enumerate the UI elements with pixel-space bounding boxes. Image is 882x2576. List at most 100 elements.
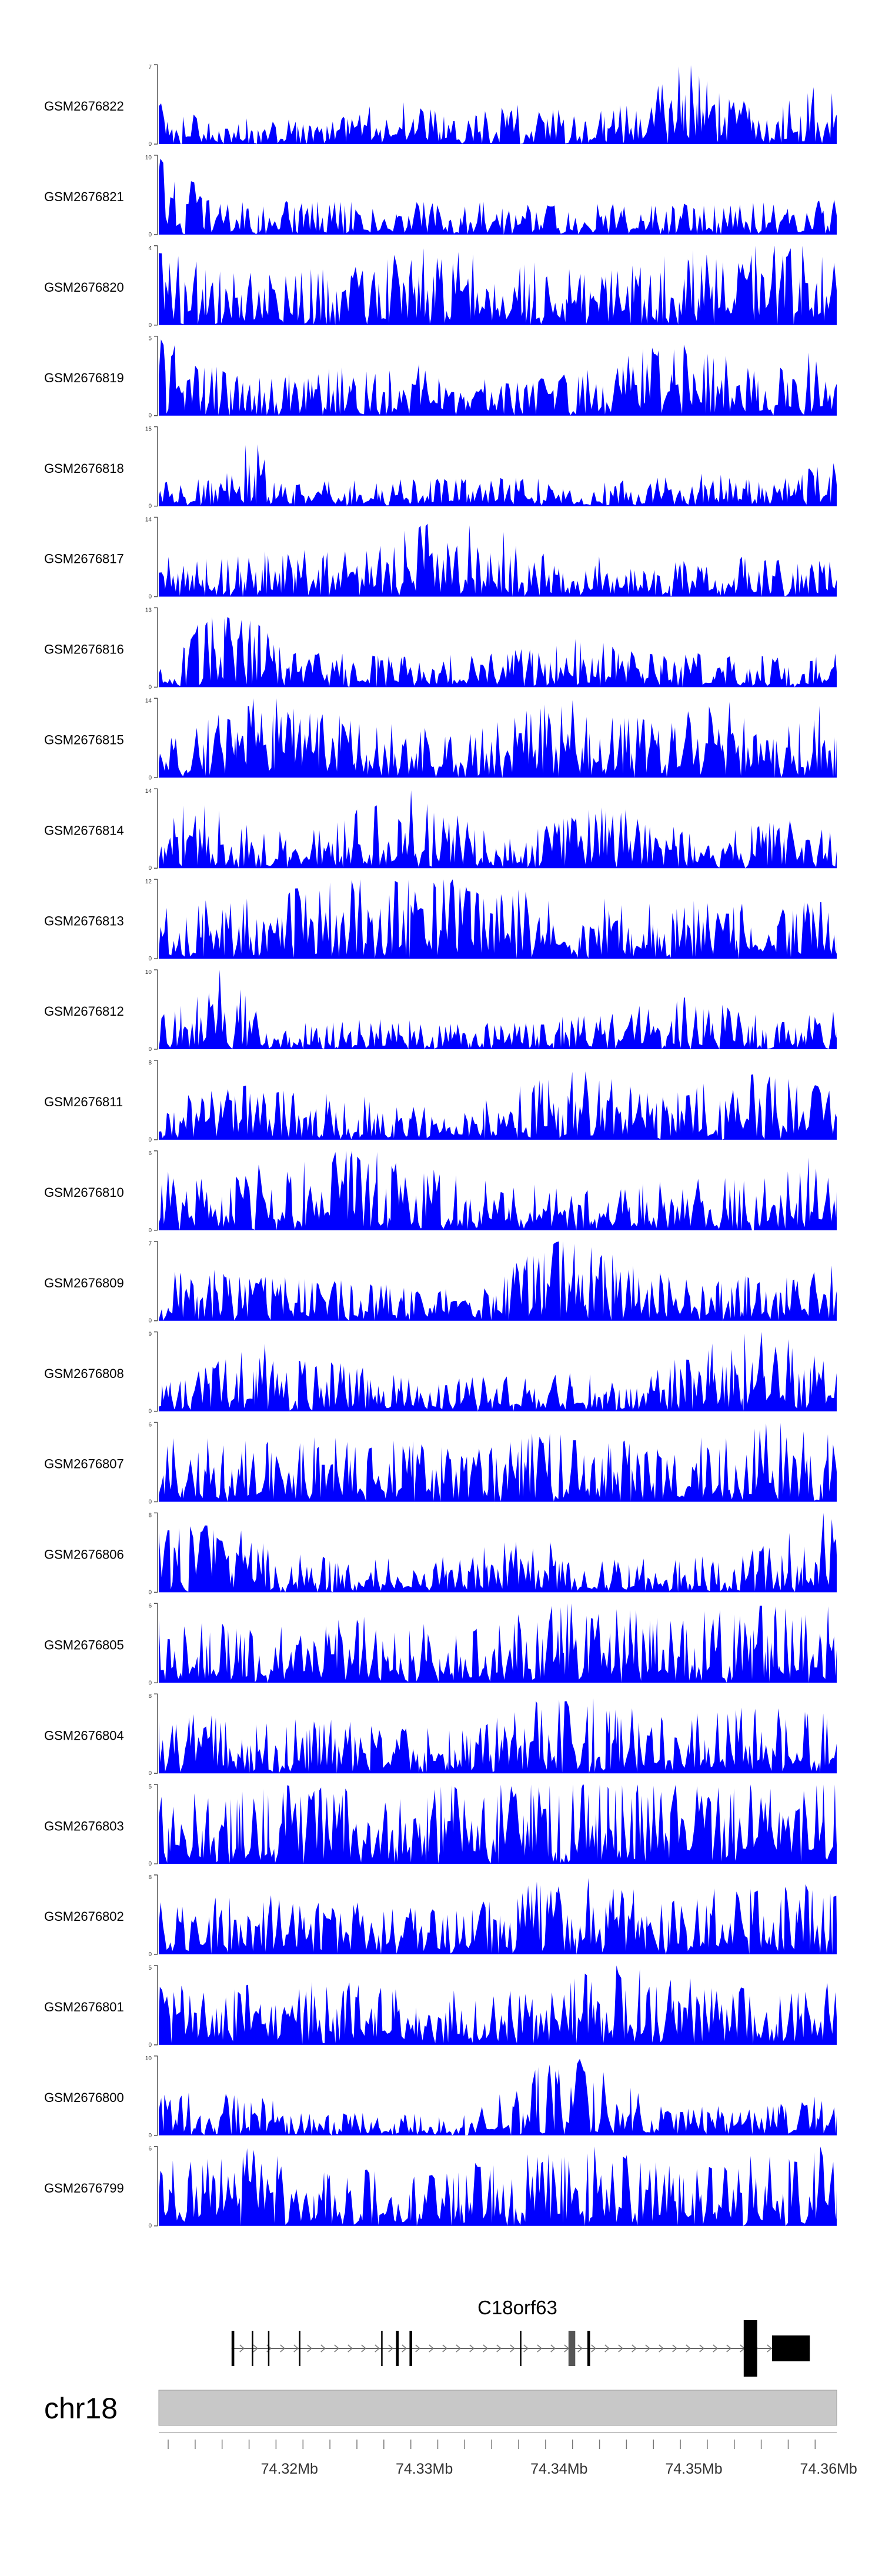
- axis-tick-label: 74.36Mb: [800, 2461, 857, 2477]
- strand-arrow: [564, 2344, 569, 2353]
- strand-arrow: [456, 2344, 461, 2353]
- track-label: GSM2676819: [44, 371, 124, 385]
- track-GSM2676813: GSM2676813 12 0: [44, 879, 837, 962]
- genome-axis-track: chr18 74.32Mb 74.33Mb 74.34Mb 74.35Mb 74.36M…: [44, 2390, 857, 2477]
- gene-label: C18orf63: [477, 2297, 557, 2318]
- strand-arrow: [767, 2344, 772, 2353]
- coverage-area: [159, 523, 837, 597]
- y-max-label: 14: [145, 788, 152, 795]
- track-GSM2676799: GSM2676799 6 0: [44, 2146, 837, 2230]
- strand-arrow: [537, 2344, 542, 2353]
- track-GSM2676816: GSM2676816 13 0: [44, 607, 837, 690]
- coverage-area: [159, 1332, 837, 1412]
- track-GSM2676802: GSM2676802 8 0: [44, 1874, 837, 1958]
- track-GSM2676821: GSM2676821 10 0: [44, 155, 837, 238]
- y-max-label: 8: [148, 1874, 152, 1881]
- coverage-area: [159, 698, 837, 778]
- y-max-label: 10: [145, 969, 152, 976]
- strand-arrow: [483, 2344, 488, 2353]
- strand-arrow: [293, 2344, 299, 2353]
- y-min-label: 0: [148, 684, 152, 690]
- strand-arrow: [253, 2344, 258, 2353]
- chromosome-ideogram: [158, 2390, 837, 2426]
- gene-exon: [396, 2331, 399, 2366]
- coverage-area: [159, 1784, 837, 1864]
- strand-arrow: [618, 2344, 623, 2353]
- coverage-area: [159, 1698, 837, 1774]
- coverage-area: [159, 1603, 837, 1683]
- track-label: GSM2676807: [44, 1457, 124, 1471]
- genome-axis-ticks: 74.32Mb 74.33Mb 74.34Mb 74.35Mb 74.36Mb: [159, 2432, 857, 2477]
- strand-arrow: [239, 2344, 245, 2353]
- y-min-label: 0: [148, 775, 152, 781]
- coverage-area: [159, 444, 837, 506]
- track-GSM2676807: GSM2676807 6 0: [44, 1422, 837, 1506]
- y-max-label: 6: [148, 1422, 152, 1429]
- strand-arrow: [280, 2344, 285, 2353]
- track-label: GSM2676810: [44, 1185, 124, 1200]
- track-label: GSM2676820: [44, 280, 124, 295]
- y-min-label: 0: [148, 232, 152, 238]
- y-max-label: 7: [148, 1241, 152, 1247]
- y-max-label: 14: [145, 698, 152, 704]
- coverage-area: [159, 617, 837, 688]
- coverage-area: [159, 158, 837, 235]
- y-min-label: 0: [148, 1499, 152, 1506]
- strand-arrow: [699, 2344, 704, 2353]
- track-label: GSM2676803: [44, 1818, 124, 1833]
- track-GSM2676810: GSM2676810 6 0: [44, 1150, 837, 1234]
- strand-arrow: [496, 2344, 502, 2353]
- y-max-label: 14: [145, 517, 152, 523]
- y-min-label: 0: [148, 322, 152, 329]
- y-min-label: 0: [148, 1409, 152, 1415]
- track-label: GSM2676800: [44, 2090, 124, 2105]
- y-min-label: 0: [148, 2223, 152, 2230]
- track-GSM2676804: GSM2676804 8 0: [44, 1693, 837, 1777]
- y-max-label: 6: [148, 1150, 152, 1157]
- y-max-label: 8: [148, 1512, 152, 1519]
- strand-arrow: [523, 2344, 529, 2353]
- strand-arrow: [713, 2344, 718, 2353]
- strand-arrow: [659, 2344, 664, 2353]
- track-GSM2676812: GSM2676812 10 0: [44, 969, 837, 1053]
- track-label: GSM2676811: [44, 1095, 123, 1109]
- y-max-label: 7: [148, 64, 152, 71]
- y-min-label: 0: [148, 1770, 152, 1777]
- y-max-label: 10: [145, 155, 152, 161]
- y-max-label: 6: [148, 1603, 152, 1609]
- track-label: GSM2676804: [44, 1728, 124, 1743]
- coverage-area: [159, 1423, 837, 1502]
- y-max-label: 9: [148, 1332, 152, 1338]
- strand-arrow: [550, 2344, 556, 2353]
- y-min-label: 0: [148, 1227, 152, 1234]
- track-GSM2676803: GSM2676803 5 0: [44, 1784, 837, 1867]
- strand-arrow: [402, 2344, 407, 2353]
- track-GSM2676822: GSM2676822 7 0: [44, 64, 837, 148]
- track-GSM2676806: GSM2676806 8 0: [44, 1512, 837, 1596]
- gene-exon: [520, 2331, 522, 2366]
- track-label: GSM2676817: [44, 552, 124, 566]
- y-min-label: 0: [148, 1137, 152, 1143]
- track-label: GSM2676816: [44, 642, 124, 657]
- track-GSM2676808: GSM2676808 9 0: [44, 1332, 837, 1415]
- y-max-label: 8: [148, 1693, 152, 1700]
- gene-track: C18orf63: [231, 2297, 810, 2377]
- y-max-label: 10: [145, 2056, 152, 2062]
- strand-arrow: [415, 2344, 420, 2353]
- gene-exon: [381, 2331, 383, 2366]
- y-min-label: 0: [148, 413, 152, 419]
- y-min-label: 0: [148, 865, 152, 872]
- y-min-label: 0: [148, 1589, 152, 1596]
- y-max-label: 6: [148, 2146, 152, 2153]
- coverage-area: [159, 970, 837, 1049]
- coverage-area: [159, 1513, 837, 1593]
- track-label: GSM2676802: [44, 1909, 124, 1924]
- strand-arrow: [348, 2344, 353, 2353]
- track-label: GSM2676815: [44, 733, 124, 748]
- strand-arrow: [577, 2344, 583, 2353]
- track-GSM2676805: GSM2676805 6 0: [44, 1603, 837, 1686]
- track-GSM2676801: GSM2676801 5 0: [44, 1965, 837, 2048]
- strand-arrow: [361, 2344, 366, 2353]
- strand-arrow: [429, 2344, 434, 2353]
